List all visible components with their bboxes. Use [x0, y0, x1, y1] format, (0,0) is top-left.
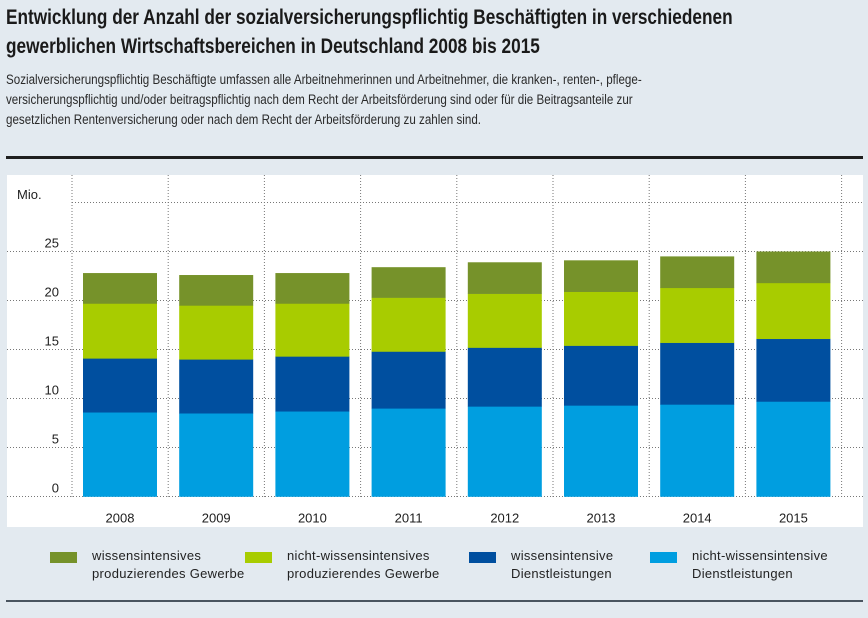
legend-label-line-1: nicht-wissensintensive	[692, 548, 828, 563]
legend-swatch	[50, 552, 77, 563]
bar-segment-2008-series-2	[83, 303, 157, 359]
legend-item-wissensintensives-produzierendes-gewerbe: wissensintensives produzierendes Gewerbe	[50, 547, 245, 583]
x-tick-label: 2010	[298, 511, 327, 526]
stacked-bar-chart: Mio. 0 5 10 15 20 25 2008 2009 2010 2011 2012 2013 2…	[7, 175, 863, 526]
y-tick-label: 25	[45, 236, 59, 251]
bar-segment-2015-series-2	[756, 282, 831, 340]
chart-panel: Mio. 0 5 10 15 20 25 2008 2009 2010 2011 2012 2013 2…	[7, 175, 863, 527]
bar-segment-2015-series-0	[756, 401, 831, 497]
x-tick-label: 2008	[106, 511, 135, 526]
legend-swatch	[245, 552, 272, 563]
x-tick-label: 2011	[395, 511, 423, 526]
bar-segment-2013-series-2	[564, 291, 638, 346]
y-tick-label: 15	[45, 334, 59, 349]
bar-segment-2013-series-3	[564, 260, 638, 292]
legend-item-nicht-wissensintensive-dienstleistungen: nicht-wissensintensive Dienstleistungen	[650, 547, 828, 583]
legend-label-line-2: Dienstleistungen	[511, 566, 612, 581]
bar-segment-2012-series-3	[467, 262, 542, 294]
legend: wissensintensives produzierendes Gewerbe…	[0, 547, 868, 597]
legend-label: nicht-wissensintensives produzierendes G…	[287, 547, 440, 583]
legend-label-line-2: produzierendes Gewerbe	[287, 566, 440, 581]
bar-segment-2014-series-2	[660, 287, 735, 343]
legend-label: wissensintensive Dienstleistungen	[511, 547, 613, 583]
legend-swatch	[650, 552, 677, 563]
bar-segment-2012-series-0	[467, 406, 542, 497]
bar-segment-2010-series-1	[275, 356, 350, 412]
bar-segment-2015-series-3	[756, 251, 831, 284]
legend-swatch	[469, 552, 496, 563]
bar-segment-2008-series-3	[83, 273, 157, 304]
bar-group	[83, 251, 831, 497]
bar-segment-2008-series-1	[83, 358, 157, 413]
bar-segment-2010-series-0	[275, 411, 350, 497]
x-tick-label: 2015	[779, 511, 808, 526]
top-divider	[6, 156, 863, 159]
axis-labels: Mio. 0 5 10 15 20 25 2008 2009 2010 2011 2012 2013 2…	[17, 187, 808, 526]
chart-title-line-1: Entwicklung der Anzahl der sozialversich…	[6, 6, 733, 29]
bar-segment-2009-series-2	[179, 305, 254, 360]
legend-item-wissensintensive-dienstleistungen: wissensintensive Dienstleistungen	[469, 547, 613, 583]
bar-segment-2009-series-1	[179, 359, 254, 414]
bar-segment-2012-series-2	[467, 293, 542, 348]
bar-segment-2014-series-3	[660, 256, 735, 289]
chart-description: Sozialversicherungspflichtig Beschäftigt…	[6, 70, 642, 130]
chart-title: Entwicklung der Anzahl der sozialversich…	[6, 3, 733, 61]
bar-segment-2011-series-3	[371, 267, 446, 298]
chart-description-line-2: versicherungspflichtig und/oder beitrags…	[6, 92, 633, 107]
chart-title-line-2: gewerblichen Wirtschaftsbereichen in Deu…	[6, 35, 540, 58]
legend-label-line-2: produzierendes Gewerbe	[92, 566, 245, 581]
x-tick-label: 2013	[587, 511, 616, 526]
x-tick-label: 2009	[202, 511, 231, 526]
chart-description-line-3: gesetzlichen Rentenversicherung oder nac…	[6, 112, 482, 127]
legend-label-line-1: wissensintensive	[511, 548, 614, 563]
bar-segment-2011-series-2	[371, 297, 446, 352]
legend-label: wissensintensives produzierendes Gewerbe	[92, 547, 245, 583]
chart-description-line-1: Sozialversicherungspflichtig Beschäftigt…	[6, 72, 642, 87]
bar-segment-2011-series-0	[371, 408, 446, 497]
x-tick-label: 2012	[490, 511, 519, 526]
legend-label: nicht-wissensintensive Dienstleistungen	[692, 547, 828, 583]
y-tick-label: 10	[45, 383, 59, 398]
bar-segment-2011-series-1	[371, 351, 446, 409]
legend-label-line-1: nicht-wissensintensives	[287, 548, 430, 563]
bar-segment-2015-series-1	[756, 338, 831, 402]
legend-label-line-2: Dienstleistungen	[692, 566, 793, 581]
bar-segment-2012-series-1	[467, 347, 542, 407]
legend-item-nicht-wissensintensives-produzierendes-gewerbe: nicht-wissensintensives produzierendes G…	[245, 547, 440, 583]
bar-segment-2008-series-0	[83, 412, 157, 497]
bar-segment-2009-series-3	[179, 275, 254, 306]
y-tick-label: 20	[45, 285, 59, 300]
y-tick-label: 0	[52, 481, 59, 496]
y-tick-label: 5	[52, 432, 59, 447]
bottom-divider	[6, 600, 863, 602]
bar-segment-2010-series-2	[275, 303, 350, 357]
x-tick-label: 2014	[683, 511, 712, 526]
legend-label-line-1: wissensintensives	[92, 548, 202, 563]
bar-segment-2009-series-0	[179, 413, 254, 497]
bar-segment-2013-series-1	[564, 345, 638, 406]
bar-segment-2014-series-0	[660, 404, 735, 497]
bar-segment-2010-series-3	[275, 273, 350, 304]
bar-segment-2013-series-0	[564, 405, 638, 497]
bar-segment-2014-series-1	[660, 342, 735, 405]
y-axis-unit-label: Mio.	[17, 187, 42, 202]
